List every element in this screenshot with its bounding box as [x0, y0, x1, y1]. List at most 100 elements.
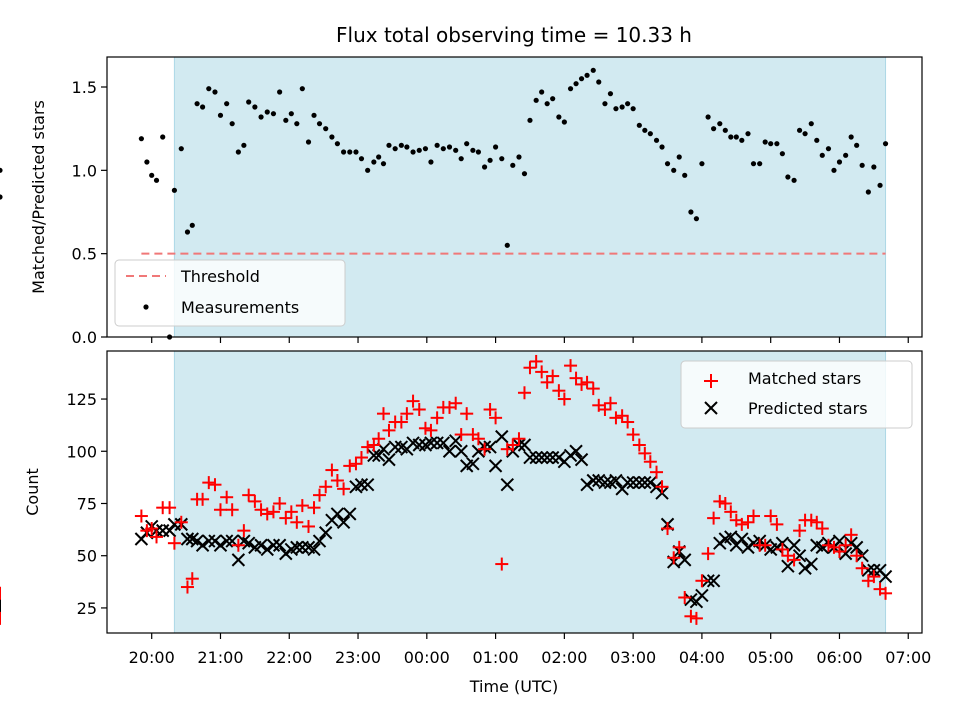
- matched-star-point: [839, 538, 853, 552]
- ratio-y-tick-label: 1.5: [72, 78, 97, 97]
- matched-star-point: [174, 515, 188, 529]
- measurement-point: [814, 137, 820, 143]
- matched-star-point: [724, 505, 738, 519]
- measurement-point: [252, 104, 258, 110]
- measurement-point: [757, 161, 763, 167]
- measurement-point: [453, 147, 459, 153]
- measurement-point: [492, 144, 499, 150]
- predicted-star-point: [195, 538, 210, 552]
- predicted-star-point: [586, 473, 600, 488]
- x-tick-label: 04:00: [679, 648, 725, 667]
- measurement-point: [294, 121, 300, 127]
- measurement-point: [733, 134, 739, 140]
- predicted-star-point: [529, 450, 543, 465]
- measurement-point: [636, 122, 642, 128]
- predicted-star-point: [430, 436, 444, 450]
- measurement-point: [578, 76, 585, 82]
- matched-star-point: [424, 423, 438, 437]
- predicted-star-point: [878, 569, 893, 584]
- predicted-star-point: [545, 450, 560, 465]
- matched-star-point: [718, 496, 732, 510]
- matched-star-point: [376, 407, 390, 421]
- measurement-point: [584, 72, 590, 78]
- ratio-y-axis-label: Matched/Predicted stars: [29, 100, 48, 294]
- measurement-point: [659, 144, 665, 150]
- matched-star-point: [319, 480, 333, 494]
- predicted-stars-points: [0, 429, 893, 614]
- predicted-star-point: [219, 534, 234, 548]
- measurement-point: [768, 141, 774, 147]
- measurement-point: [410, 149, 416, 155]
- measurement-point: [487, 157, 493, 163]
- matched-star-point: [586, 382, 600, 396]
- measurement-point: [717, 121, 723, 127]
- predicted-star-point: [412, 438, 426, 452]
- matched-star-point: [701, 547, 715, 561]
- matched-star-point: [815, 522, 829, 536]
- matched-star-point: [382, 423, 396, 437]
- measurement-point: [533, 97, 539, 103]
- matched-star-point: [231, 538, 245, 552]
- measurement-point: [619, 104, 625, 110]
- matched-star-point: [330, 474, 344, 488]
- measurement-point: [785, 174, 791, 180]
- measurement-point: [836, 159, 843, 165]
- count-y-tick-label: 25: [77, 599, 97, 618]
- predicted-star-point: [638, 475, 652, 490]
- count-y-tick-label: 100: [66, 442, 97, 461]
- predicted-star-point: [260, 542, 274, 557]
- predicted-star-point: [580, 477, 594, 492]
- measurement-point: [877, 182, 883, 188]
- measurement-point: [334, 141, 341, 147]
- predicted-star-point: [448, 434, 463, 448]
- predicted-star-point: [254, 538, 268, 552]
- measurement-point: [149, 172, 155, 178]
- predicted-star-point: [735, 532, 749, 546]
- measurement-point: [138, 136, 144, 142]
- matched-star-point: [810, 515, 824, 529]
- measurement-point: [625, 101, 631, 107]
- measurement-point: [323, 126, 329, 132]
- measurement-point: [311, 112, 317, 118]
- measurement-point: [671, 167, 677, 173]
- matched-star-point: [400, 407, 414, 421]
- predicted-star-point: [540, 450, 554, 465]
- matched-star-point: [632, 438, 646, 452]
- measurement-point: [277, 89, 283, 95]
- matched-star-point: [372, 432, 386, 446]
- measurement-point: [446, 144, 453, 150]
- matched-star-point: [867, 570, 881, 584]
- predicted-star-point: [466, 457, 480, 471]
- matched-star-point: [764, 509, 778, 523]
- predicted-star-point: [295, 540, 310, 555]
- measurement-point: [499, 156, 505, 162]
- measurement-point: [212, 89, 218, 95]
- measurement-point: [392, 146, 398, 152]
- matched-star-point: [495, 557, 509, 571]
- predicted-star-point: [213, 538, 228, 552]
- matched-star-point: [185, 572, 199, 586]
- x-tick-label: 07:00: [885, 648, 931, 667]
- matched-star-point: [770, 517, 784, 531]
- measurement-point: [160, 134, 166, 140]
- matched-star-point: [220, 490, 234, 504]
- measurement-point: [613, 106, 619, 112]
- measurement-point: [283, 117, 289, 123]
- measurement-point: [647, 131, 653, 137]
- measurement-point: [750, 161, 757, 167]
- measurement-point: [556, 114, 562, 120]
- matched-star-point: [430, 411, 444, 425]
- predicted-star-point: [574, 452, 589, 467]
- predicted-star-point: [488, 459, 503, 473]
- matched-star-point: [325, 463, 339, 477]
- predicted-star-point: [312, 534, 327, 548]
- ratio-y-tick-label: 0.5: [72, 245, 97, 264]
- x-tick-label: 23:00: [335, 648, 381, 667]
- predicted-star-point: [724, 530, 738, 544]
- matched-star-point: [735, 517, 749, 531]
- measurement-point: [802, 131, 808, 137]
- x-tick-label: 05:00: [748, 648, 794, 667]
- measurement-point: [854, 142, 860, 148]
- measurement-point: [329, 134, 335, 140]
- measurement-point: [224, 101, 230, 107]
